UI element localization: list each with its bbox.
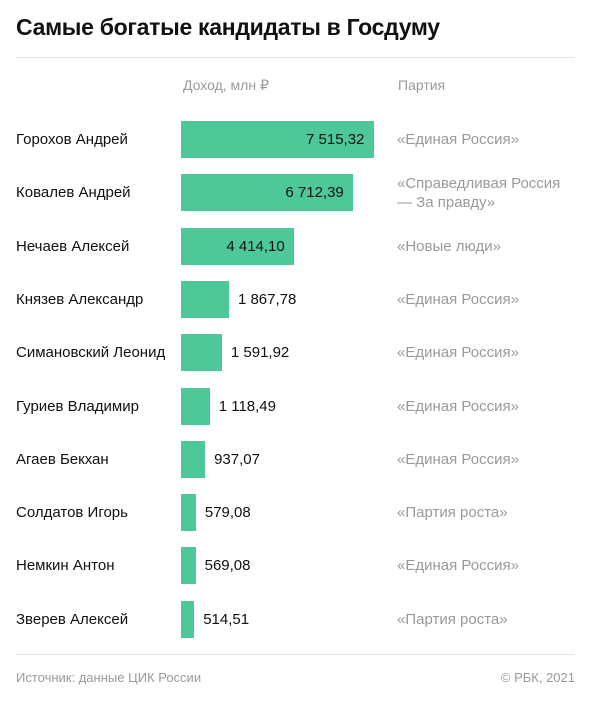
candidate-name: Ковалев Андрей — [16, 184, 131, 202]
candidate-name: Агаев Бекхан — [16, 450, 109, 468]
candidate-name: Князев Александр — [16, 290, 144, 308]
income-value-label: 6 712,39 — [285, 184, 344, 202]
income-value-label: 1 867,78 — [237, 290, 297, 308]
bar-row: Нечаев Алексей 4 414,10 «Новые люди» — [0, 221, 590, 271]
income-value-label: 937,07 — [214, 450, 260, 468]
income-bar — [181, 600, 195, 638]
income-value-label: 1 118,49 — [218, 397, 276, 415]
income-value-label: 1 591,92 — [230, 344, 290, 362]
candidate-name: Нечаев Алексей — [16, 237, 130, 255]
bar-row: Агаев Бекхан 937,07 «Единая Россия» — [0, 434, 590, 484]
bar-row: Ковалев Андрей 6 712,39 «Справедливая Росс… — [0, 167, 590, 217]
bar-row: Князев Александр 1 867,78 «Единая Россия» — [0, 274, 590, 324]
income-value-label: 514,51 — [203, 610, 250, 628]
bar-row: Немкин Антон 569,08 «Единая Россия» — [0, 540, 590, 590]
party-label: «Единая Россия» — [397, 397, 519, 415]
income-value-label: 579,08 — [204, 504, 251, 522]
income-bar — [181, 227, 295, 265]
candidate-name: Симановский Леонид — [16, 344, 166, 362]
candidate-name: Немкин Антон — [16, 557, 115, 575]
income-bar — [181, 547, 196, 585]
income-column-header: Доход, млн ₽ — [183, 77, 269, 93]
bar-row: Гуриев Владимир 1 118,49 «Единая Россия» — [0, 381, 590, 431]
party-label: «Единая Россия» — [397, 557, 519, 575]
income-bar — [181, 440, 206, 478]
income-bar — [181, 334, 222, 372]
bottom-divider — [16, 654, 575, 655]
party-label: «Единая Россия» — [397, 450, 519, 468]
party-label: «Партия роста» — [397, 504, 508, 522]
party-label: «Единая Россия» — [397, 290, 519, 308]
candidate-name: Гуриев Владимир — [16, 397, 139, 415]
copyright: © РБК, 2021 — [500, 670, 575, 685]
bar-row: Горохов Андрей 7 515,32 «Единая Россия» — [0, 114, 590, 164]
party-label: «Единая Россия» — [397, 344, 519, 362]
candidate-name: Солдатов Игорь — [16, 504, 128, 522]
party-label: «Справедливая Россия — За правду» — [397, 174, 561, 211]
income-value-label: 7 515,32 — [306, 131, 365, 148]
candidate-name: Зверев Алексей — [16, 610, 129, 628]
bar-row: Зверев Алексей 514,51 «Партия роста» — [0, 594, 590, 644]
party-column-header: Партия — [398, 77, 446, 93]
party-label: «Единая Россия» — [397, 131, 519, 148]
party-label: «Новые люди» — [397, 237, 501, 255]
income-bar — [181, 494, 196, 532]
income-bar — [181, 174, 354, 212]
income-value-label: 4 414,10 — [226, 237, 285, 255]
bar-row: Симановский Леонид 1 591,92 «Единая Россия… — [0, 327, 590, 377]
source-note: Источник: данные ЦИК России — [16, 670, 202, 685]
chart-title: Самые богатые кандидаты в Госдуму — [16, 14, 440, 40]
candidate-name: Горохов Андрей — [16, 131, 128, 148]
income-bar — [181, 280, 229, 318]
income-value-label: 569,08 — [204, 557, 251, 575]
party-label: «Партия роста» — [397, 610, 508, 628]
income-bar — [181, 387, 210, 425]
top-divider — [16, 57, 575, 58]
bar-row: Солдатов Игорь 579,08 «Партия роста» — [0, 487, 590, 537]
income-bar — [181, 121, 374, 158]
